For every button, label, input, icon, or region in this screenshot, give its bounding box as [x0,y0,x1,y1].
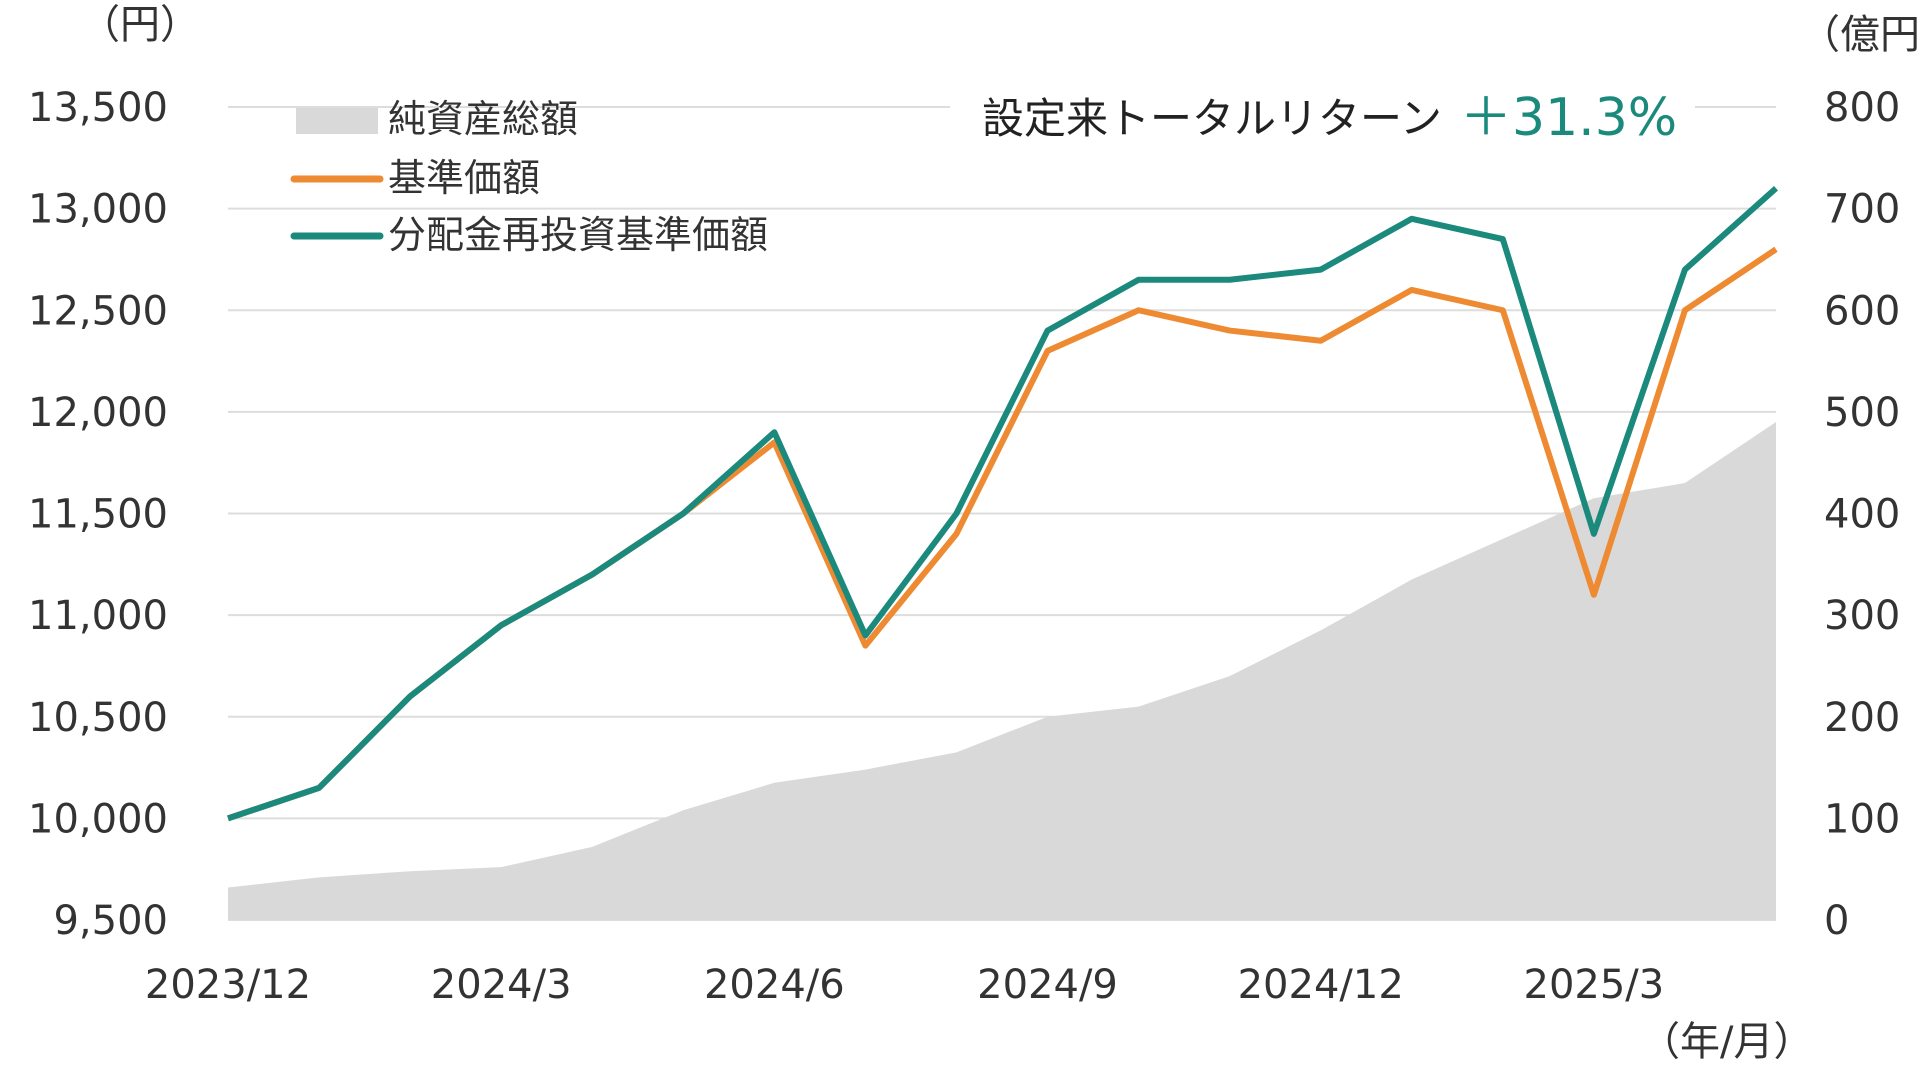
x-tick-label: 2024/6 [704,962,845,1008]
total-return-value: ＋31.3% [1460,88,1677,148]
x-axis-unit: （年/月） [1640,1019,1813,1065]
legend: 純資産総額 基準価額 分配金再投資基準価額 [290,97,768,257]
x-tick-label: 2024/12 [1238,962,1404,1008]
right-axis-unit: （億円） [1800,12,1920,58]
y-right-tick-label: 100 [1824,796,1900,842]
net-assets-area [228,422,1776,920]
x-tick-label: 2023/12 [145,962,311,1008]
y-right-tick-label: 300 [1824,593,1900,639]
y-right-tick-label: 800 [1824,85,1900,131]
y-right-tick-label: 0 [1824,898,1849,944]
y-right-tick-labels: 800 700 600 500 400 300 200 100 0 [1824,85,1900,944]
legend-swatch-net-assets [296,108,378,134]
annotation-background [950,88,1695,150]
y-left-tick-label: 11,000 [28,593,168,639]
y-right-tick-label: 200 [1824,695,1900,741]
legend-label-net-assets: 純資産総額 [388,97,578,141]
y-right-tick-label: 700 [1824,187,1900,233]
y-left-tick-labels: 13,500 13,000 12,500 12,000 11,500 11,000 10,5… [28,85,168,944]
x-tick-label: 2025/3 [1524,962,1665,1008]
y-right-tick-label: 600 [1824,288,1900,334]
y-left-tick-label: 13,000 [28,187,168,233]
y-left-tick-label: 10,500 [28,695,168,741]
total-return-label: 設定来トータルリターン [982,94,1442,143]
y-right-tick-label: 500 [1824,390,1900,436]
y-left-tick-label: 13,500 [28,85,168,131]
y-left-tick-label: 9,500 [53,898,168,944]
x-tick-labels: 2023/12 2024/3 2024/6 2024/9 2024/12 2025/3 [145,962,1664,1008]
y-left-tick-label: 12,000 [28,390,168,436]
x-tick-label: 2024/9 [977,962,1118,1008]
y-right-tick-label: 400 [1824,492,1900,538]
y-left-tick-label: 12,500 [28,288,168,334]
x-tick-label: 2024/3 [431,962,572,1008]
legend-label-reinvested: 分配金再投資基準価額 [388,213,768,257]
y-left-tick-label: 10,000 [28,796,168,842]
left-axis-unit: （円） [80,2,200,48]
legend-label-nav: 基準価額 [388,156,540,200]
reinvested-nav-line [227,186,1778,822]
y-left-tick-label: 11,500 [28,492,168,538]
